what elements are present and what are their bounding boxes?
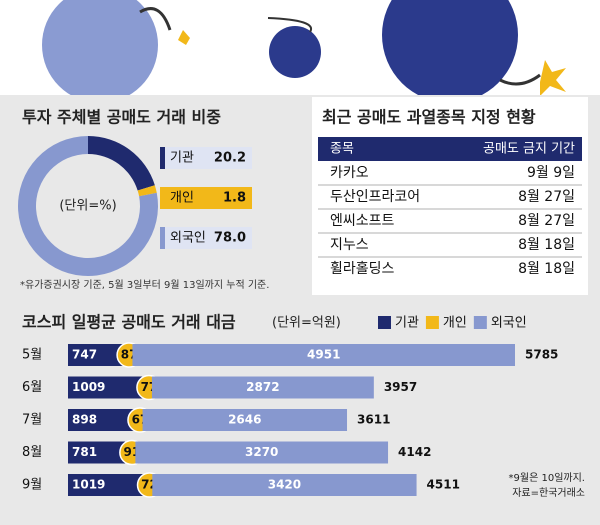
table-cell: 8월 27일 [518,189,575,205]
table-header [318,137,582,161]
bar-segment [132,344,515,366]
category-label: 6월 [22,380,42,395]
legend-swatch [425,316,439,329]
legend-swatch [378,316,391,329]
legend-box [160,147,252,169]
legend-label: 외국인 [491,316,527,331]
table-cell: 휠라홀딩스 [330,261,395,277]
bar-segment [68,376,146,399]
value-label: 2646 [228,413,261,427]
total-label: 3957 [384,380,417,394]
value-label: 2872 [246,380,279,394]
category-label: 8월 [22,445,42,460]
spark [540,60,566,96]
value-label: 78.0 [214,231,246,246]
donut-slice [88,136,155,191]
table-cell: 두산인프라코어 [330,189,420,205]
table-cell: 8월 27일 [518,213,575,229]
bar-segment [68,474,147,496]
bar-title: 코스피 일평균 공매도 거래 대금 [22,313,236,332]
legend-box [160,187,252,209]
total-label: 4142 [398,445,431,459]
value-label: 747 [72,348,97,362]
table-cell: 카카오 [330,165,369,181]
table-cell: 8월 18일 [518,237,575,253]
bar-source: 자료=한국거래소 [512,487,585,499]
pie-title: 투자 주체별 공매도 거래 비중 [22,108,221,127]
bar-segment [68,409,138,431]
bar-unit: (단위=억원) [272,316,341,331]
value-label: 1.8 [223,191,246,206]
table-cell: 9월 9일 [527,165,575,181]
legend-box [160,227,252,249]
legend-swatch [473,316,487,329]
bar-segment [68,344,126,366]
donut-slice [137,185,157,197]
total-label: 5785 [525,348,558,362]
table-header-cell: 종목 [330,142,354,157]
value-label: 3270 [245,445,278,459]
value-label: 1009 [72,380,105,394]
bomb-decoration [382,0,518,103]
fuse [267,17,313,33]
legend-label: 기관 [395,316,419,331]
bar-segment [151,376,374,399]
value-label: 1019 [72,478,105,492]
bar-note: *9월은 10일까지. [509,472,585,484]
legend-label: 기관 [170,151,194,166]
table-cell: 8월 18일 [518,261,575,277]
bar-segment [152,474,417,496]
table-panel [312,97,588,295]
bar-segment [142,409,348,431]
fuse [139,7,172,31]
value-label: 898 [72,413,97,427]
legend-swatch [160,187,165,209]
bomb-decoration [269,26,321,78]
spark [178,30,190,45]
bomb-decoration [42,0,158,103]
table-title: 최근 공매도 과열종목 지정 현황 [322,108,536,127]
legend-swatch [160,227,165,249]
pie-note: *유가증권시장 기준, 5월 3일부터 9월 13일까지 누적 기준. [20,279,269,291]
category-label: 9월 [22,478,42,493]
legend-label: 개인 [443,316,467,331]
category-label: 7월 [22,413,42,428]
fuse [499,73,541,86]
table-header-cell: 공매도 금지 기간 [483,142,575,157]
value-label: 20.2 [214,151,246,166]
value-label: 781 [72,445,97,459]
legend-label: 개인 [170,191,194,206]
value-label: 4951 [307,348,340,362]
legend-label: 외국인 [170,231,206,246]
total-label: 4511 [427,478,460,492]
category-label: 5월 [22,348,42,363]
value-label: 3420 [268,478,301,492]
table-cell: 엔씨소프트 [330,213,395,229]
legend-swatch [160,147,165,169]
total-label: 3611 [357,413,390,427]
pie-center-label: (단위=%) [59,199,116,214]
bar-segment [135,441,389,464]
bar-segment [68,441,129,464]
table-cell: 지누스 [330,237,369,253]
